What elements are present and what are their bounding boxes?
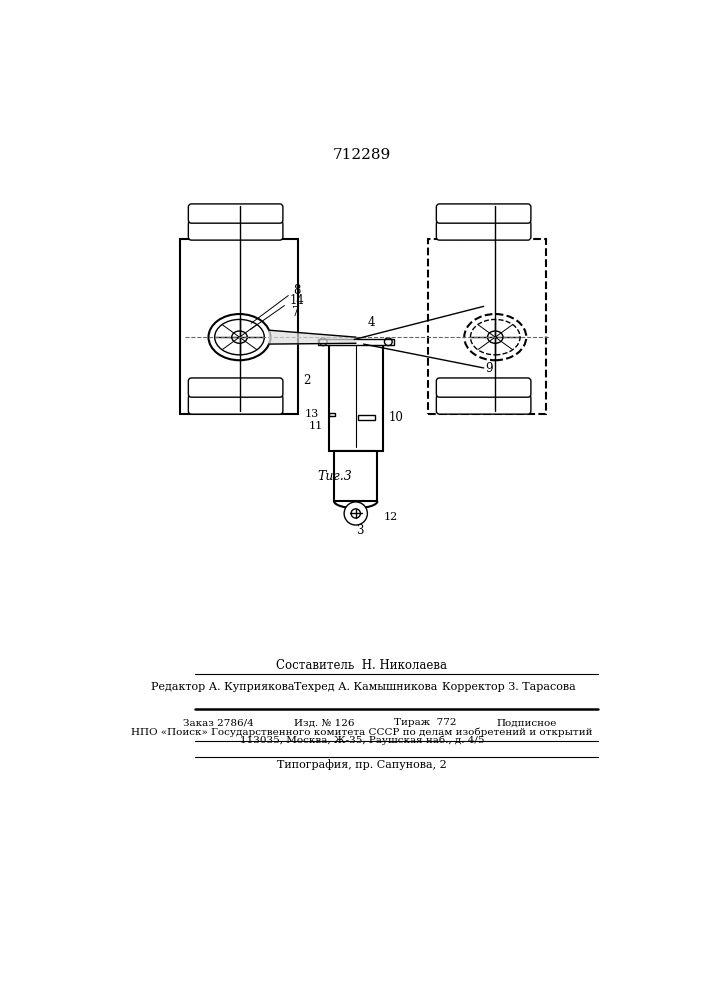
Text: 3: 3 xyxy=(356,524,363,537)
Text: НПО «Поиск» Государственного комитета СССР по делам изобретений и открытий: НПО «Поиск» Государственного комитета СС… xyxy=(132,727,592,737)
Polygon shape xyxy=(269,330,356,344)
Text: Редактор А. Куприякова: Редактор А. Куприякова xyxy=(151,682,294,692)
FancyBboxPatch shape xyxy=(188,395,283,414)
FancyBboxPatch shape xyxy=(188,204,283,223)
Text: Техред А. Камышникова: Техред А. Камышникова xyxy=(294,682,438,692)
Text: 10: 10 xyxy=(389,411,404,424)
FancyBboxPatch shape xyxy=(188,378,283,397)
FancyBboxPatch shape xyxy=(436,221,531,240)
Ellipse shape xyxy=(464,314,526,360)
Bar xyxy=(358,415,375,420)
Text: 13: 13 xyxy=(304,409,319,419)
Text: 12: 12 xyxy=(384,512,398,522)
Text: 14: 14 xyxy=(290,294,305,307)
Text: Заказ 2786/4: Заказ 2786/4 xyxy=(183,718,254,727)
Text: 2: 2 xyxy=(303,374,310,387)
Text: Корректор З. Тарасова: Корректор З. Тарасова xyxy=(443,682,576,692)
Text: 7: 7 xyxy=(292,306,300,319)
Text: 11: 11 xyxy=(308,421,322,431)
Ellipse shape xyxy=(209,314,271,360)
Circle shape xyxy=(344,502,368,525)
Text: 4: 4 xyxy=(368,316,375,329)
Text: Составитель  Н. Николаева: Составитель Н. Николаева xyxy=(276,659,448,672)
Text: Τиг.3: Τиг.3 xyxy=(317,470,352,483)
FancyBboxPatch shape xyxy=(436,204,531,223)
Text: Изд. № 126: Изд. № 126 xyxy=(295,718,355,727)
FancyBboxPatch shape xyxy=(436,378,531,397)
Bar xyxy=(180,239,298,414)
Text: Подписное: Подписное xyxy=(496,718,556,727)
Bar xyxy=(329,413,335,416)
Bar xyxy=(428,239,546,414)
Text: 712289: 712289 xyxy=(333,148,391,162)
Text: 9: 9 xyxy=(485,362,493,375)
Text: 113035, Москва, Ж-35, Раушская наб., д. 4/5: 113035, Москва, Ж-35, Раушская наб., д. … xyxy=(240,735,484,745)
Bar xyxy=(317,339,394,345)
FancyBboxPatch shape xyxy=(436,395,531,414)
Bar xyxy=(334,451,378,501)
FancyBboxPatch shape xyxy=(188,221,283,240)
Text: Типография, пр. Сапунова, 2: Типография, пр. Сапунова, 2 xyxy=(277,759,447,770)
Bar xyxy=(329,342,383,451)
Text: 8: 8 xyxy=(293,284,301,297)
Text: Тираж  772: Тираж 772 xyxy=(395,718,457,727)
